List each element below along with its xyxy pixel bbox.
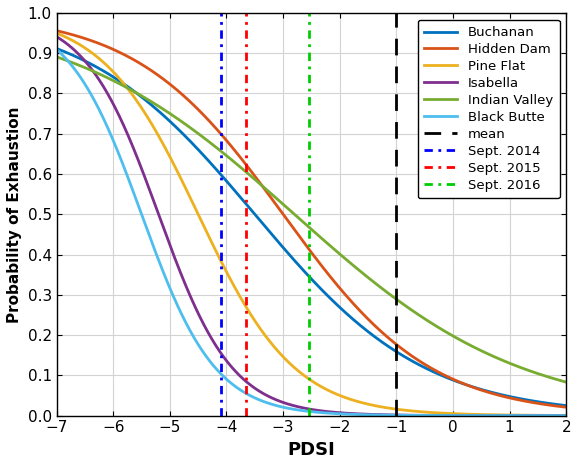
X-axis label: PDSI: PDSI — [287, 441, 335, 459]
Y-axis label: Probability of Exhaustion: Probability of Exhaustion — [7, 106, 22, 322]
Legend: Buchanan, Hidden Dam, Pine Flat, Isabella, Indian Valley, Black Butte, mean, Sep: Buchanan, Hidden Dam, Pine Flat, Isabell… — [418, 20, 560, 199]
